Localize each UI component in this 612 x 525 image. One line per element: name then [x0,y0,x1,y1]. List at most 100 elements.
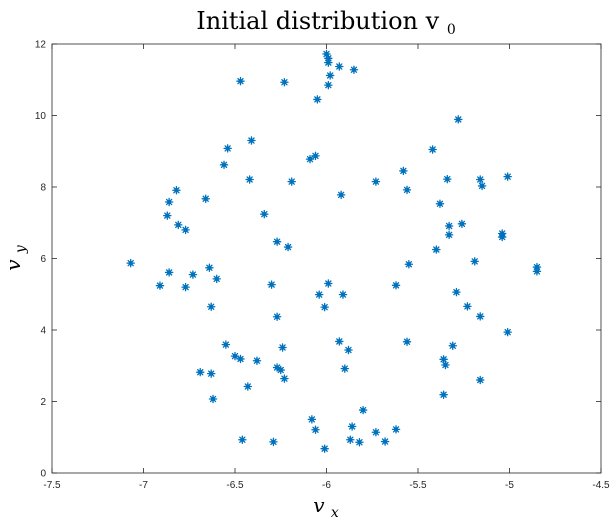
data-point [475,175,485,184]
data-point [335,62,344,71]
x-tick-label: -5 [505,480,514,491]
data-point [391,425,401,434]
data-point [324,279,333,288]
data-point [172,185,181,195]
data-point [269,437,278,447]
data-point [439,355,448,364]
y-tick-label: 12 [35,40,47,51]
data-point [163,211,172,220]
data-point [454,115,463,124]
y-tick-label: 6 [40,254,46,265]
data-point [435,199,445,209]
data-point [272,237,282,246]
data-point [404,259,414,269]
data-point [164,197,174,207]
data-point [205,263,214,273]
data-point [340,364,350,373]
data-point [181,225,190,235]
data-point [444,230,454,240]
data-point [428,145,437,154]
data-point [126,258,135,268]
data-point [444,221,454,231]
y-tick-label: 10 [35,111,47,122]
y-tick-label: 2 [40,397,46,408]
data-point [371,177,381,186]
data-point [402,185,412,195]
data-point [320,302,329,312]
x-axis-ticks: -7.5 -7 -6.5 -6 -5.5 -5 -4.5 [43,44,610,491]
chart-title-main: Initial distribution v [196,7,439,35]
data-point [325,71,335,80]
data-points [126,49,542,453]
data-point [287,177,296,186]
x-tick-label: -7.5 [43,480,61,491]
data-point [371,427,381,437]
x-axis-label-subscript: x [331,505,339,521]
data-point [278,343,287,352]
data-point [347,422,357,431]
data-point [335,337,344,346]
data-point [380,437,390,446]
data-point [201,194,210,204]
data-point [238,435,247,445]
y-tick-label: 4 [40,326,46,337]
data-point [313,95,322,104]
data-point [245,175,254,184]
data-point [338,290,348,299]
data-point [260,209,269,219]
data-point [243,382,253,391]
data-point [272,312,282,322]
data-point [497,232,507,242]
data-point [267,280,276,289]
data-point [503,327,512,337]
data-point [391,281,401,290]
data-point [475,375,485,385]
chart-title-subscript: 0 [447,22,456,38]
data-point [452,287,461,297]
data-point [164,268,174,277]
data-point [402,337,412,347]
data-point [206,369,216,378]
data-point [314,290,324,299]
data-point [155,281,165,290]
y-axis-label-subscript: y [13,244,29,254]
data-point [208,394,218,404]
data-point [324,80,333,90]
data-point [247,136,256,145]
data-point [174,220,183,230]
data-point [195,367,205,377]
x-tick-label: -4.5 [592,480,610,491]
data-point [252,356,262,365]
data-point [212,274,221,284]
data-point [280,78,289,87]
data-point [283,242,293,252]
data-point [206,302,216,312]
data-point [311,151,320,161]
y-axis-ticks: 0 2 4 6 8 10 12 [35,40,601,480]
data-point [344,345,353,355]
data-point [399,166,408,176]
data-point [503,172,512,181]
data-point [181,282,190,292]
data-point [188,270,198,279]
data-point [324,58,333,67]
data-point [223,144,232,153]
chart-title: Initial distribution v 0 [196,7,456,38]
data-point [219,160,229,170]
data-point [320,444,329,453]
data-point [439,390,448,399]
data-point [230,351,240,361]
data-point [349,65,359,74]
data-point [355,438,364,447]
y-axis-label-main: v [1,259,25,271]
x-axis-label-main: v [313,493,325,517]
data-point [448,341,458,350]
data-point [457,219,467,229]
data-point [272,363,282,372]
data-point [532,267,542,276]
x-tick-label: -6.5 [226,480,244,491]
data-point [221,340,231,349]
data-point [236,354,245,364]
x-axis-label: v x [313,493,339,521]
